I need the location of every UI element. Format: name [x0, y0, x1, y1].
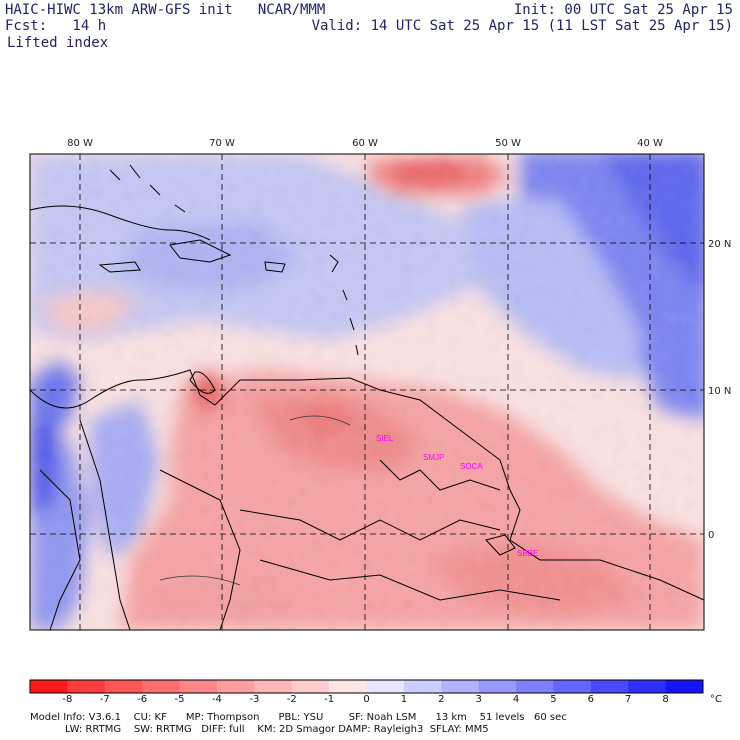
lon-label: 40 W: [637, 138, 663, 149]
colorbar-tick-label: -7: [99, 694, 110, 705]
colorbar-swatch: [590, 680, 629, 693]
valid-time: Valid: 14 UTC Sat 25 Apr 15 (11 LST Sat …: [311, 18, 733, 34]
colorbar-tick-label: -2: [286, 694, 297, 705]
contours: [159, 415, 351, 586]
field-shading: [30, 154, 704, 630]
lat-label: 0: [708, 530, 714, 541]
coastlines: [29, 164, 705, 631]
colorbar-swatch: [366, 680, 405, 693]
colorbar-tick-label: -5: [174, 694, 185, 705]
colorbar-swatch: [665, 680, 704, 693]
colorbar-tick-label: 7: [625, 694, 632, 705]
model-info-line1: Model Info: V3.6.1 CU: KF MP: Thompson P…: [30, 712, 567, 723]
colorbar-tick-label: 8: [662, 694, 669, 705]
stations: SIEL SMJP SOCA SBBE: [376, 434, 538, 558]
colorbar-swatch: [30, 680, 68, 693]
colorbar-tick-label: 1: [400, 694, 408, 705]
colorbar-swatch: [478, 680, 517, 693]
colorbar-tick-label: 3: [475, 694, 482, 705]
colorbar-swatch: [403, 680, 442, 693]
station-label: SBBE: [517, 549, 538, 558]
forecast-hour: Fcst: 14 h: [5, 18, 107, 34]
colorbar-tick-label: 0: [363, 694, 370, 705]
lon-labels: 80 W 70 W 60 W 50 W 40 W: [67, 138, 663, 149]
field-name: Lifted index: [7, 35, 109, 51]
colorbar-tick-label: -1: [324, 694, 335, 705]
lon-label: 80 W: [67, 138, 93, 149]
lon-label: 60 W: [352, 138, 378, 149]
colorbar-tick-label: 6: [587, 694, 595, 705]
lon-label: 50 W: [495, 138, 521, 149]
colorbar-swatch: [216, 680, 255, 693]
station-label: SIEL: [376, 434, 394, 443]
lat-labels: 20 N 10 N 0: [708, 239, 731, 541]
colorbar-swatch: [67, 680, 106, 693]
colorbar-swatch: [516, 680, 554, 693]
init-time: Init: 00 UTC Sat 25 Apr 15: [513, 2, 733, 18]
colorbar-swatch: [628, 680, 667, 693]
lon-label: 70 W: [209, 138, 235, 149]
model-info-line2: LW: RRTMG SW: RRTMG DIFF: full KM: 2D Sm…: [30, 724, 489, 735]
station-label: SMJP: [423, 453, 444, 462]
lat-lon-grid: [30, 154, 704, 630]
colorbar: [29, 679, 704, 694]
colorbar-tick-label: -6: [137, 694, 148, 705]
colorbar-tick-label: 2: [438, 694, 445, 705]
colorbar-tick-label: -8: [62, 694, 73, 705]
station-label: SOCA: [460, 462, 483, 471]
colorbar-tick-label: -3: [249, 694, 260, 705]
lat-label: 20 N: [708, 239, 731, 250]
colorbar-tick-label: -4: [211, 694, 222, 705]
colorbar-swatch: [553, 680, 592, 693]
colorbar-tick-label: 4: [512, 694, 520, 705]
lat-label: 10 N: [708, 386, 731, 397]
colorbar-swatch: [104, 680, 143, 693]
colorbar-swatch: [179, 680, 218, 693]
colorbar-tick-label: 5: [550, 694, 557, 705]
colorbar-swatch: [254, 680, 293, 693]
colorbar-frame: [29, 679, 704, 694]
model-title: HAIC-HIWC 13km ARW-GFS init NCAR/MMM: [5, 2, 326, 18]
colorbar-unit: °C: [710, 694, 722, 705]
colorbar-swatch: [291, 680, 330, 693]
colorbar-swatch: [329, 680, 367, 693]
colorbar-swatch: [441, 680, 480, 693]
colorbar-swatch: [142, 680, 181, 693]
